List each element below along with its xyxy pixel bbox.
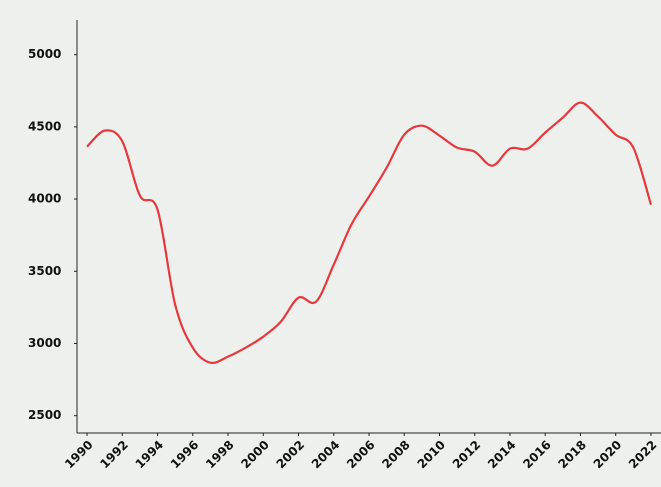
x-tick-label: 2018 <box>556 438 590 472</box>
x-tick-label: 2010 <box>415 438 449 472</box>
x-tick-label: 2008 <box>379 438 413 472</box>
x-tick-label: 1990 <box>62 438 96 472</box>
x-tick-label: 2020 <box>591 438 625 472</box>
x-tick-label: 2002 <box>274 438 308 472</box>
x-tick-label: 2016 <box>520 438 554 472</box>
x-tick-label: 2006 <box>344 438 378 472</box>
y-tick-label: 4500 <box>28 119 61 133</box>
y-tick-label: 4000 <box>28 192 61 206</box>
x-tick-label: 1992 <box>97 438 131 472</box>
x-tick-label: 2000 <box>238 438 272 472</box>
x-tick-label: 2012 <box>450 438 484 472</box>
y-tick-label: 2500 <box>28 408 61 422</box>
x-tick-label: 2004 <box>309 438 343 472</box>
y-tick-label: 3500 <box>28 264 61 278</box>
y-tick-label: 3000 <box>28 336 61 350</box>
x-tick-label: 2022 <box>626 438 660 472</box>
y-tick-label: 5000 <box>28 47 61 61</box>
x-tick-label: 1998 <box>203 438 237 472</box>
x-tick-label: 2014 <box>485 438 519 472</box>
x-tick-label: 1996 <box>168 438 202 472</box>
line <box>86 101 653 365</box>
x-tick-label: 1994 <box>133 438 167 472</box>
